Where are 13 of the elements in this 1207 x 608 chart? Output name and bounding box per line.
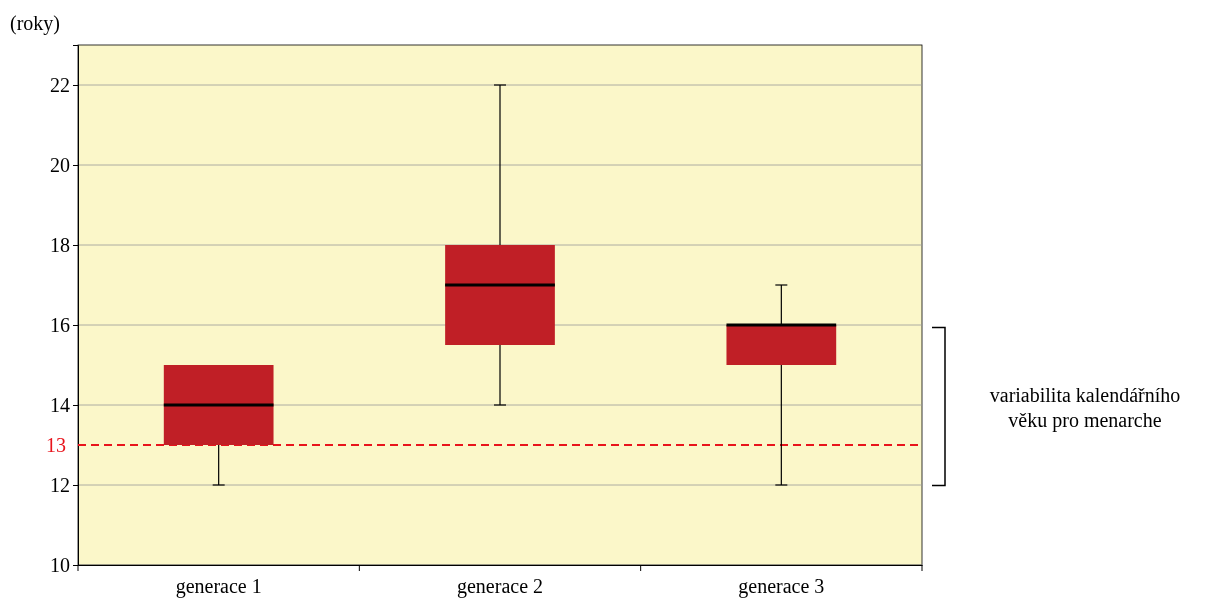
y-tick-label: 10	[50, 553, 70, 576]
y-tick-label: 16	[50, 313, 70, 336]
y-tick-label: 14	[50, 393, 70, 416]
x-tick-label: generace 3	[738, 575, 825, 599]
y-tick-label: 20	[50, 153, 70, 176]
y-tick-label: 22	[50, 73, 70, 96]
x-tick-label: generace 1	[175, 575, 262, 599]
y-tick-label: 12	[50, 473, 70, 496]
y-tick-label: 18	[50, 233, 70, 256]
x-tick-label: generace 2	[456, 575, 544, 599]
ref-line-label: 13	[46, 434, 66, 456]
text: variabilita kalendářního věku pro menarche	[989, 384, 1181, 433]
y-axis-title: (roky)	[10, 12, 60, 35]
